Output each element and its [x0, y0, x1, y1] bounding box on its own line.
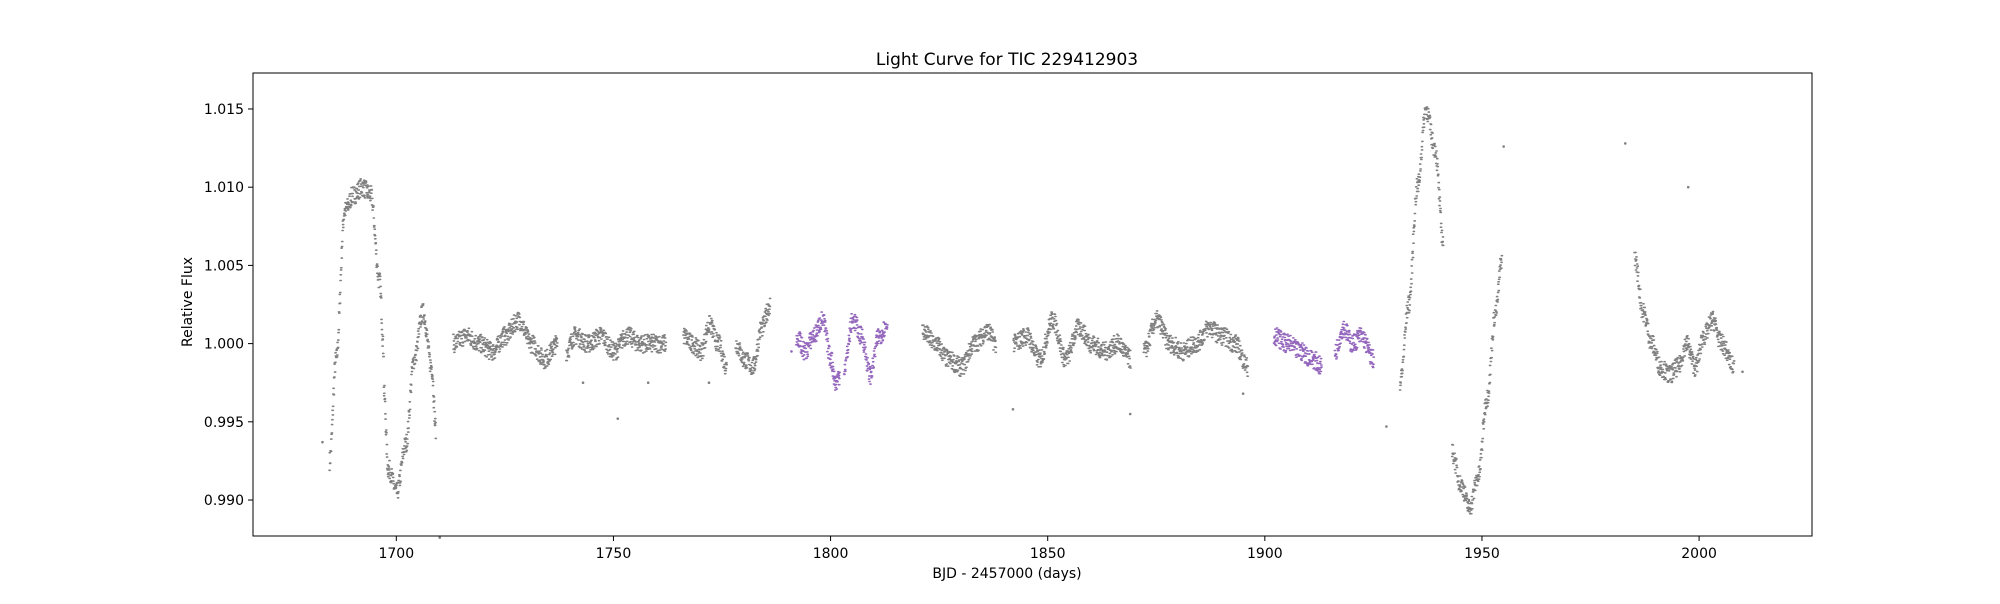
flux-segment — [1450, 254, 1504, 515]
x-tick-label: 1700 — [378, 546, 414, 562]
plot-area-frame — [252, 72, 1813, 537]
flux-segment — [564, 326, 668, 362]
y-tick-label: 0.990 — [204, 493, 244, 509]
x-tick-label: 2000 — [1681, 546, 1717, 562]
flux-outlier-point — [438, 536, 442, 539]
x-axis-ticks: 1700 1750 1800 1850 1900 1950 2000 — [378, 536, 1717, 562]
flux-outlier-point — [1502, 145, 1505, 148]
flux-outlier-point — [707, 381, 711, 385]
flux-outlier-point — [581, 381, 585, 385]
flux-outlier-point — [1128, 412, 1132, 416]
flux-outlier-point — [1385, 425, 1388, 428]
flux-segment — [1633, 251, 1736, 384]
flux-segment — [1398, 106, 1445, 391]
flux-segment — [328, 178, 386, 472]
flux-segment — [921, 323, 998, 377]
flux-outlier-point — [1241, 392, 1245, 395]
chart-title: Light Curve for TIC 229412903 — [876, 50, 1138, 70]
flux-segment — [452, 311, 559, 370]
flux-segment — [1272, 327, 1323, 375]
flux-segment — [1142, 310, 1250, 377]
flux-outlier-point — [616, 417, 620, 420]
flux-segment — [795, 311, 841, 391]
series-default — [321, 106, 1744, 539]
x-tick-label: 1950 — [1464, 546, 1500, 562]
data-points — [321, 106, 1744, 539]
series-highlight — [790, 311, 1376, 391]
y-tick-label: 1.005 — [204, 258, 244, 274]
flux-outlier-point — [1686, 185, 1690, 189]
y-axis-label: Relative Flux — [180, 257, 196, 347]
flux-outlier-point — [321, 440, 324, 444]
x-tick-label: 1750 — [596, 546, 632, 562]
flux-segment — [1333, 320, 1376, 369]
x-tick-label: 1900 — [1247, 546, 1283, 562]
flux-outlier-point — [646, 381, 650, 385]
flux-outlier-point — [1741, 370, 1744, 374]
y-tick-label: 0.995 — [204, 415, 244, 431]
flux-segment — [682, 315, 729, 375]
flux-segment — [1012, 311, 1132, 369]
x-tick-label: 1850 — [1030, 546, 1066, 562]
x-axis-label: BJD - 2457000 (days) — [932, 566, 1081, 582]
flux-segment — [382, 303, 438, 499]
flux-outlier-point — [1011, 408, 1015, 411]
y-tick-label: 1.010 — [204, 180, 244, 196]
flux-outlier-point — [790, 350, 793, 353]
flux-outlier-point — [1623, 142, 1627, 145]
flux-segment — [734, 297, 772, 375]
y-tick-label: 1.000 — [204, 337, 244, 353]
x-tick-label: 1800 — [813, 546, 849, 562]
y-axis-ticks: 0.990 0.995 1.000 1.005 1.010 1.015 — [204, 102, 253, 509]
y-tick-label: 1.015 — [204, 102, 244, 118]
flux-segment — [842, 313, 889, 385]
